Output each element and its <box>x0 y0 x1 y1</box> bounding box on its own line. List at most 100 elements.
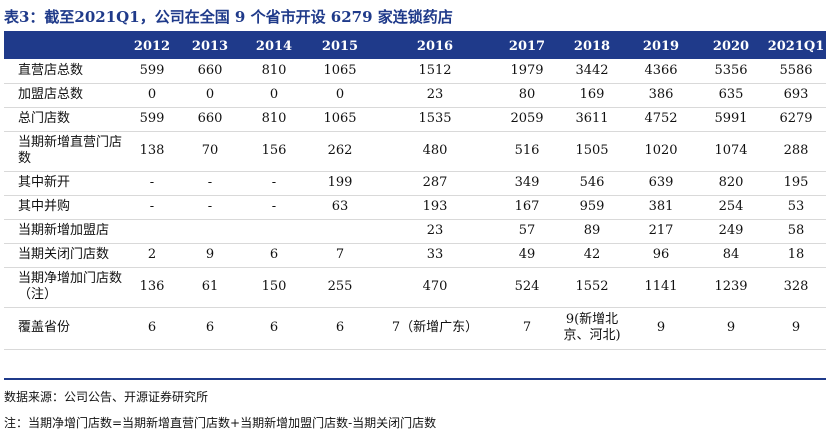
table-cell: 599 <box>126 59 178 84</box>
row-label: 其中并购 <box>4 195 126 220</box>
table-cell: 63 <box>306 195 374 220</box>
table-cell: 89 <box>558 219 626 244</box>
table-cell: 639 <box>626 171 696 196</box>
table-cell: 470 <box>374 267 496 308</box>
table-cell: 5991 <box>696 107 766 132</box>
table-row: 当期新增加盟店 23 57 89 217 249 58 <box>4 219 826 244</box>
table-cell <box>306 219 374 244</box>
table-cell: 349 <box>496 171 558 196</box>
table-cell: 169 <box>558 83 626 108</box>
row-label: 加盟店总数 <box>4 83 126 108</box>
table-row: 直营店总数 599 660 810 1065 1512 1979 3442 4366 5356 55… <box>4 59 826 84</box>
table-cell: 5356 <box>696 59 766 84</box>
table-body: 直营店总数 599 660 810 1065 1512 1979 3442 4366 5356 55… <box>4 59 826 350</box>
table-cell: 1535 <box>374 107 496 132</box>
header-year: 2019 <box>626 33 696 59</box>
table-cell: 167 <box>496 195 558 220</box>
table-cell: - <box>178 171 242 196</box>
table-cell: 959 <box>558 195 626 220</box>
table-cell: 4366 <box>626 59 696 84</box>
table-cell: 4752 <box>626 107 696 132</box>
table-cell: 96 <box>626 243 696 268</box>
table-cell: 635 <box>696 83 766 108</box>
header-year: 2017 <box>496 33 558 59</box>
table-cell: 6 <box>178 307 242 350</box>
table-cell: 70 <box>178 131 242 172</box>
store-count-table: 2012 2013 2014 2015 2016 2017 2018 2019 … <box>4 33 826 350</box>
header-year: 2013 <box>178 33 242 59</box>
table-cell: 1239 <box>696 267 766 308</box>
row-label: 当期新增直营门店数 <box>4 131 126 172</box>
table-cell: 6 <box>242 243 306 268</box>
table-cell: 0 <box>242 83 306 108</box>
table-row: 其中新开 - - -199 287 349 546 639 820 195 <box>4 171 826 196</box>
table-cell: 1074 <box>696 131 766 172</box>
table-cell: 1505 <box>558 131 626 172</box>
table-cell: 255 <box>306 267 374 308</box>
table-row: 总门店数 599 660 810 1065 1535 2059 3611 4752 5991 627… <box>4 107 826 132</box>
table-cell: 58 <box>766 219 826 244</box>
row-label: 当期关闭门店数 <box>4 243 126 268</box>
table-cell: 199 <box>306 171 374 196</box>
table-cell: 6 <box>126 307 178 350</box>
table-cell: 287 <box>374 171 496 196</box>
table-cell: - <box>242 195 306 220</box>
table-cell: 516 <box>496 131 558 172</box>
table-cell: 249 <box>696 219 766 244</box>
table-cell: 9 <box>766 307 826 350</box>
table-cell: 138 <box>126 131 178 172</box>
table-cell: 3611 <box>558 107 626 132</box>
table-bottom-rule <box>4 378 826 380</box>
table-cell: 156 <box>242 131 306 172</box>
table-row: 覆盖省份 6 6 6 6 7（新增广东） 7 9(新增北京、河北) 9 9 9 <box>4 307 826 350</box>
table-row: 当期净增加门店数（注） 136 61 150 255 470 524 1552 1141 1239… <box>4 267 826 308</box>
table-cell: 1065 <box>306 107 374 132</box>
table-cell: 7 <box>496 307 558 350</box>
table-cell: 2059 <box>496 107 558 132</box>
table-cell: 810 <box>242 107 306 132</box>
table-cell: - <box>242 171 306 196</box>
header-year: 2014 <box>242 33 306 59</box>
table-cell: 6279 <box>766 107 826 132</box>
table-cell: 599 <box>126 107 178 132</box>
table-cell: 9(新增北京、河北) <box>558 307 626 350</box>
table-cell: 9 <box>626 307 696 350</box>
table-cell: 524 <box>496 267 558 308</box>
table-cell: 6 <box>306 307 374 350</box>
header-year: 2012 <box>126 33 178 59</box>
table-cell: 288 <box>766 131 826 172</box>
header-year: 2016 <box>374 33 496 59</box>
table-cell: 217 <box>626 219 696 244</box>
table-cell: 6 <box>242 307 306 350</box>
table-cell: - <box>126 171 178 196</box>
table-cell: 49 <box>496 243 558 268</box>
table-cell: 53 <box>766 195 826 220</box>
table-cell: 84 <box>696 243 766 268</box>
table-cell: 193 <box>374 195 496 220</box>
table-row: 当期新增直营门店数 138 70 156 262 480 516 1505 1020 1074 28… <box>4 131 826 172</box>
table-cell: 0 <box>126 83 178 108</box>
table-row: 其中并购 - - -63 193 167 959 381 254 53 <box>4 195 826 220</box>
table-cell: 18 <box>766 243 826 268</box>
table-cell: 61 <box>178 267 242 308</box>
table-cell: 3442 <box>558 59 626 84</box>
row-label: 覆盖省份 <box>4 307 126 350</box>
table-cell <box>178 219 242 244</box>
table-cell: 7 <box>306 243 374 268</box>
table-cell: - <box>126 195 178 220</box>
table-row: 加盟店总数 0 0 0 0 23 80 169 386 635 693 <box>4 83 826 108</box>
table-cell: 23 <box>374 219 496 244</box>
table-cell: 9 <box>696 307 766 350</box>
table-cell: 1552 <box>558 267 626 308</box>
table-cell: 5586 <box>766 59 826 84</box>
header-year: 2018 <box>558 33 626 59</box>
title-rule <box>4 31 826 33</box>
table-cell: 195 <box>766 171 826 196</box>
table-cell <box>126 219 178 244</box>
table-cell: 262 <box>306 131 374 172</box>
table-cell: 136 <box>126 267 178 308</box>
table-cell: 1020 <box>626 131 696 172</box>
table-cell: 328 <box>766 267 826 308</box>
row-label: 当期净增加门店数（注） <box>4 267 126 308</box>
source-note: 数据来源：公司公告、开源证券研究所 <box>4 390 209 404</box>
